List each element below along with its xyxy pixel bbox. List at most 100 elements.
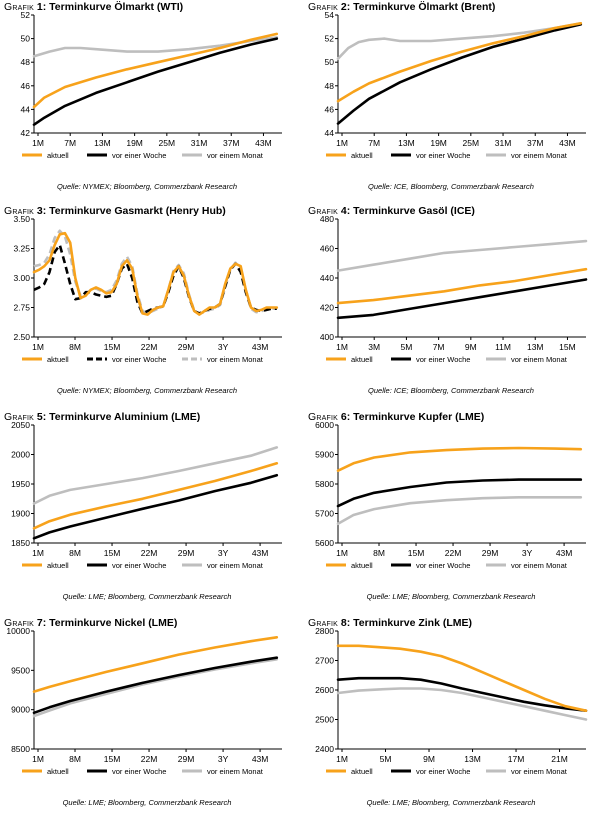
y-tick-label: 44 — [21, 104, 31, 114]
x-tick-label: 21M — [551, 754, 568, 764]
legend-label-monat: vor einem Monat — [207, 767, 264, 776]
chart-title: Grafik 2: Terminkurve Ölmarkt (Brent) — [308, 1, 496, 13]
x-tick-label: 7M — [433, 342, 445, 352]
legend-label-woche: vor einer Woche — [416, 151, 470, 160]
legend-label-monat: vor einem Monat — [511, 355, 568, 364]
chart-svg: 400 420 440 460 480 1M 3M 5M 7M 9M 11M 13M 15M aktuel… — [320, 214, 588, 364]
x-tick-label: 9M — [423, 754, 435, 764]
x-tick-label: 22M — [141, 754, 158, 764]
legend-label-woche: vor einer Woche — [416, 767, 470, 776]
x-tick-label: 8M — [69, 548, 81, 558]
legend-label-woche: vor einer Woche — [112, 355, 166, 364]
y-tick-label: 2000 — [11, 450, 30, 460]
x-tick-label: 43M — [252, 754, 269, 764]
y-tick-label: 6000 — [315, 420, 334, 430]
x-tick-label: 15M — [559, 342, 576, 352]
chart-panel-6: Grafik 6: Terminkurve Kupfer (LME) 5600 57… — [306, 411, 596, 611]
y-tick-label: 460 — [320, 244, 334, 254]
chart-svg: 5600 5700 5800 5900 6000 1M 8M 15M 22M 29M 3Y 43M ak… — [315, 420, 586, 570]
y-tick-label: 50 — [21, 34, 31, 44]
x-tick-label: 13M — [94, 138, 111, 148]
chart-source: Quelle: ICE; Bloomberg, Commerzbank Rese… — [368, 386, 534, 395]
x-tick-label: 15M — [104, 342, 121, 352]
series-line-aktuell — [32, 32, 279, 109]
x-tick-label: 43M — [559, 138, 576, 148]
chart-title-prefix: Grafik — [308, 205, 338, 217]
x-tick-label: 19M — [430, 138, 447, 148]
chart-title: Grafik 1: Terminkurve Ölmarkt (WTI) — [4, 1, 184, 13]
x-tick-label: 29M — [178, 548, 195, 558]
chart-title-prefix: Grafik — [308, 1, 338, 13]
series-line-aktuell — [336, 21, 583, 103]
y-tick-label: 46 — [325, 104, 335, 114]
x-tick-label: 3Y — [218, 548, 229, 558]
x-tick-label: 31M — [191, 138, 208, 148]
y-tick-label: 5700 — [315, 509, 334, 519]
series-line-woche — [336, 23, 583, 125]
chart-title-name: Terminkurve Aluminium (LME) — [49, 411, 201, 423]
chart-panel-1: Grafik 1: Terminkurve Ölmarkt (WTI) 42 44 4… — [2, 1, 292, 201]
chart-title-name: Terminkurve Nickel (LME) — [49, 617, 178, 629]
legend-label-aktuell: aktuell — [47, 151, 69, 160]
chart-title-name: Terminkurve Gasmarkt (Henry Hub) — [49, 205, 226, 217]
y-tick-label: 52 — [21, 10, 31, 20]
chart-title-number: 7 — [36, 617, 43, 629]
y-tick-label: 2700 — [315, 656, 334, 666]
x-tick-label: 9M — [465, 342, 477, 352]
y-tick-label: 2600 — [315, 685, 334, 695]
chart-source: Quelle: ICE, Bloomberg, Commerzbank Rese… — [368, 182, 534, 191]
x-tick-label: 5M — [401, 342, 413, 352]
legend-label-monat: vor einem Monat — [207, 355, 264, 364]
chart-title-number: 1 — [36, 1, 43, 13]
chart-title: Grafik 6: Terminkurve Kupfer (LME) — [308, 411, 485, 423]
chart-title-prefix: Grafik — [4, 411, 34, 423]
chart-panel-7: Grafik 7: Terminkurve Nickel (LME) 8500 90… — [2, 617, 292, 817]
series-line-woche — [32, 473, 279, 540]
series-line-woche — [32, 656, 279, 715]
legend-label-woche: vor einer Woche — [112, 151, 166, 160]
chart-title-number: 3 — [36, 205, 43, 217]
series-line-monat — [336, 496, 583, 526]
y-tick-label: 2.75 — [13, 303, 30, 313]
x-tick-label: 13M — [527, 342, 544, 352]
y-tick-label: 440 — [320, 273, 334, 283]
y-tick-label: 3.00 — [13, 273, 30, 283]
series-line-woche — [336, 278, 588, 320]
x-tick-label: 43M — [252, 548, 269, 558]
chart-title-name: Terminkurve Ölmarkt (Brent) — [353, 1, 496, 13]
chart-title-prefix: Grafik — [4, 205, 34, 217]
legend-label-woche: vor einer Woche — [416, 355, 470, 364]
x-tick-label: 1M — [32, 138, 44, 148]
y-tick-label: 9500 — [11, 665, 30, 675]
y-tick-label: 1900 — [11, 509, 30, 519]
chart-panel-5: Grafik 5: Terminkurve Aluminium (LME) 185… — [2, 411, 292, 611]
x-tick-label: 1M — [336, 342, 348, 352]
y-tick-label: 42 — [21, 128, 31, 138]
series-line-woche — [32, 37, 279, 126]
x-tick-label: 1M — [32, 548, 44, 558]
x-tick-label: 5M — [380, 754, 392, 764]
series-line-woche — [336, 478, 583, 508]
chart-svg: 2400 2500 2600 2700 2800 1M 5M 9M 13M 17M 21M aktue… — [315, 626, 588, 776]
y-tick-label: 44 — [325, 128, 335, 138]
legend-label-monat: vor einem Monat — [207, 561, 264, 570]
x-tick-label: 29M — [482, 548, 499, 558]
chart-title-prefix: Grafik — [4, 1, 34, 13]
chart-title-number: 8 — [340, 617, 347, 629]
chart-title-number: 4 — [340, 205, 347, 217]
x-tick-label: 7M — [368, 138, 380, 148]
y-tick-label: 1850 — [11, 538, 30, 548]
y-tick-label: 10000 — [6, 626, 30, 636]
x-tick-label: 22M — [141, 548, 158, 558]
chart-title-number: 5 — [36, 411, 43, 423]
y-tick-label: 54 — [325, 10, 335, 20]
chart-svg: 1850 1900 1950 2000 2050 1M 8M 15M 22M 29M 3Y 43M ak… — [11, 420, 282, 570]
chart-title-number: 6 — [340, 411, 347, 423]
chart-title: Grafik 5: Terminkurve Aluminium (LME) — [4, 411, 201, 423]
series-line-aktuell — [32, 635, 279, 693]
y-tick-label: 2.50 — [13, 332, 30, 342]
x-tick-label: 11M — [495, 342, 511, 352]
y-tick-label: 2500 — [315, 715, 334, 725]
y-tick-label: 5900 — [315, 450, 334, 460]
legend-label-aktuell: aktuell — [47, 767, 69, 776]
